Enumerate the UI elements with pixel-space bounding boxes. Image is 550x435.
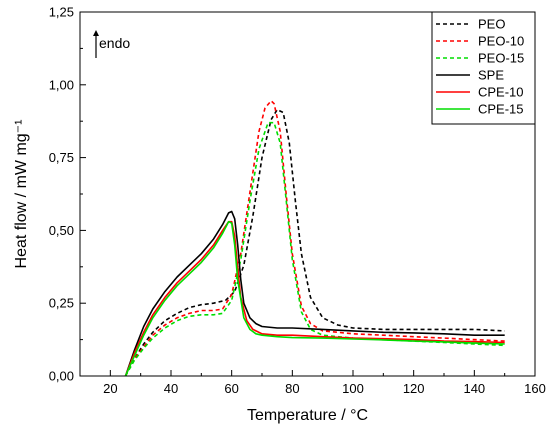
- y-tick-label: 0,25: [49, 296, 74, 311]
- chart-legend: PEO PEO-10 PEO-15 SPE CPE-10 CPE-15: [431, 11, 536, 125]
- x-tick-label: 100: [342, 381, 364, 396]
- x-tick-label: 160: [524, 381, 546, 396]
- x-tick-label: 140: [463, 381, 485, 396]
- series-line-peo-10: [124, 100, 505, 377]
- x-axis: 20 40 60 80 100 120 140 160: [79, 370, 546, 396]
- arrow-up-icon: [93, 30, 99, 36]
- x-tick-label: 120: [403, 381, 425, 396]
- series-line-peo: [124, 108, 505, 377]
- legend-label: CPE-15: [478, 102, 524, 117]
- x-tick-label: 60: [224, 381, 238, 396]
- x-axis-title: Temperature / °C: [247, 407, 368, 424]
- x-tick-label: 20: [103, 381, 117, 396]
- y-axis-title: Heat flow / mW mg⁻¹: [13, 120, 30, 269]
- series-line-cpe-15: [124, 220, 505, 377]
- legend-label: SPE: [478, 68, 504, 83]
- endo-label: endo: [99, 35, 130, 51]
- legend-box: [431, 11, 536, 125]
- y-tick-label: 0,00: [49, 369, 74, 384]
- series-line-peo-15: [124, 121, 505, 377]
- legend-items: PEO PEO-10 PEO-15 SPE CPE-10 CPE-15: [436, 17, 524, 117]
- x-tick-label: 40: [164, 381, 178, 396]
- series-line-cpe-10: [124, 220, 505, 377]
- x-tick-label: 80: [285, 381, 299, 396]
- legend-label: PEO-15: [478, 51, 524, 66]
- series-line-spe: [124, 210, 505, 377]
- y-tick-label: 1,25: [49, 5, 74, 20]
- plot-series: [124, 100, 505, 377]
- endo-annotation: endo: [93, 30, 130, 58]
- legend-label: CPE-10: [478, 85, 524, 100]
- legend-label: PEO-10: [478, 34, 524, 49]
- y-tick-label: 1,00: [49, 77, 74, 92]
- y-tick-label: 0,50: [49, 223, 74, 238]
- y-tick-label: 0,75: [49, 150, 74, 165]
- y-axis: 0,00 0,25 0,50 0,75 1,00 1,25: [49, 5, 86, 384]
- legend-label: PEO: [478, 17, 505, 32]
